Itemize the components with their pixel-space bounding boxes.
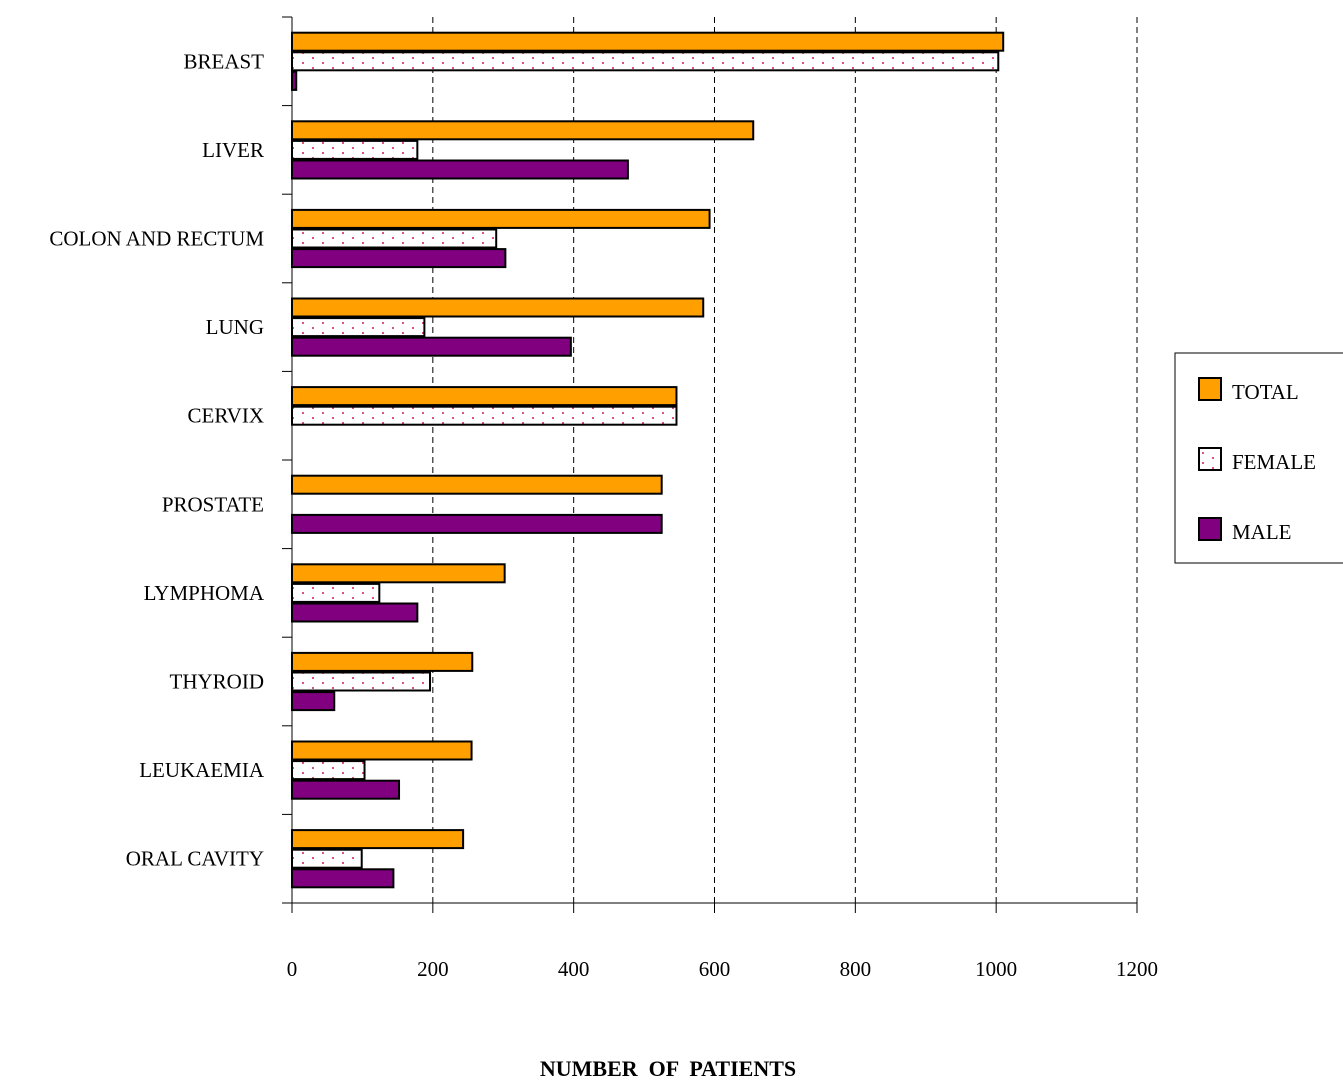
bar-female xyxy=(291,760,366,781)
category-label: PROSTATE xyxy=(162,492,264,516)
legend: TOTAL FEMALE MALE xyxy=(1174,352,1343,564)
bar-female xyxy=(291,228,498,249)
bar-total xyxy=(291,563,506,584)
category-label: LYMPHOMA xyxy=(144,581,265,605)
bar-male xyxy=(291,868,395,889)
bar-male xyxy=(291,602,419,623)
category-label: ORAL CAVITY xyxy=(126,847,264,871)
legend-swatch-male xyxy=(1198,517,1222,541)
bar-total xyxy=(291,474,663,495)
category-label: CERVIX xyxy=(188,404,264,428)
bar-female xyxy=(291,405,678,426)
category-label: LUNG xyxy=(206,315,264,339)
bar-total xyxy=(291,297,705,318)
bar-male xyxy=(291,248,507,269)
axes xyxy=(282,16,1138,913)
x-axis-title: NUMBER OF PATIENTS xyxy=(540,1056,796,1081)
gridlines xyxy=(432,17,1138,903)
bar-male xyxy=(291,513,663,534)
category-label: LIVER xyxy=(202,138,264,162)
category-labels: BREAST LIVER COLON AND RECTUM LUNG CERVIX PRO… xyxy=(49,49,265,870)
legend-swatch-total xyxy=(1198,377,1222,401)
x-tick-label: 1000 xyxy=(975,957,1017,981)
bar-female xyxy=(291,51,1000,72)
bar-male xyxy=(291,691,336,712)
bar-female xyxy=(291,671,432,692)
bar-total xyxy=(291,208,711,229)
bar-male xyxy=(291,159,629,180)
bar-male xyxy=(291,70,298,91)
x-tick-label: 0 xyxy=(287,957,298,981)
x-tick-label: 600 xyxy=(699,957,731,981)
bar-total xyxy=(291,386,678,407)
bar-male xyxy=(291,336,572,357)
bar-female xyxy=(291,317,426,338)
legend-swatch-female xyxy=(1198,447,1222,471)
bar-total xyxy=(291,740,473,761)
x-tick-label: 200 xyxy=(417,957,449,981)
bar-female xyxy=(291,139,419,160)
bar-total xyxy=(291,120,755,141)
category-label: THYROID xyxy=(170,670,265,694)
category-label: LEUKAEMIA xyxy=(139,758,265,782)
bar-male xyxy=(291,779,401,800)
legend-label-total: TOTAL xyxy=(1232,380,1299,404)
bars xyxy=(291,31,1005,889)
category-label: COLON AND RECTUM xyxy=(49,227,264,251)
bar-total xyxy=(291,651,474,672)
legend-label-male: MALE xyxy=(1232,520,1292,544)
legend-label-female: FEMALE xyxy=(1232,450,1316,474)
bar-female xyxy=(291,582,381,603)
x-tick-label: 400 xyxy=(558,957,590,981)
bar-total xyxy=(291,829,465,850)
bar-female xyxy=(291,848,363,869)
x-tick-labels: 0 200 400 600 800 1000 1200 xyxy=(287,957,1158,981)
x-tick-label: 800 xyxy=(840,957,872,981)
x-tick-label: 1200 xyxy=(1116,957,1158,981)
bar-total xyxy=(291,31,1005,52)
category-label: BREAST xyxy=(183,49,264,73)
